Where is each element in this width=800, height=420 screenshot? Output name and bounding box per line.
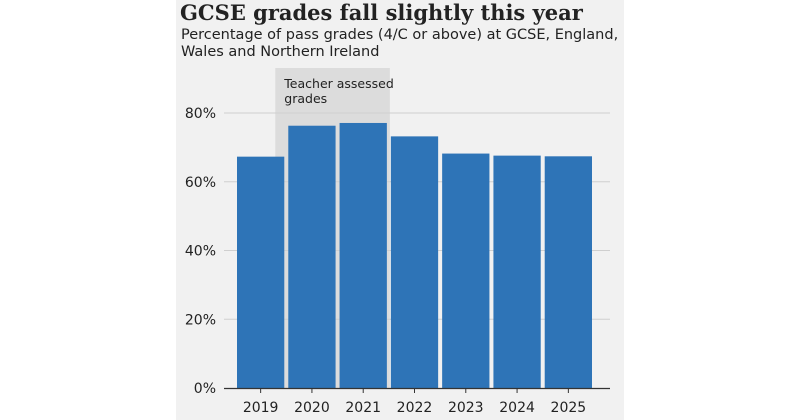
chart-subtitle: Percentage of pass grades (4/C or above)…: [181, 27, 619, 60]
bar: [339, 122, 387, 388]
y-tick-label: 80%: [185, 106, 216, 122]
annotation-text: Teacher assessed: [283, 76, 394, 91]
bar: [390, 136, 439, 388]
y-tick-label: 20%: [185, 312, 216, 328]
x-tick-label: 2021: [345, 400, 381, 416]
x-tick-label: 2024: [499, 400, 535, 416]
bar: [544, 156, 592, 388]
x-tick-label: 2025: [551, 400, 587, 416]
bar: [442, 153, 490, 388]
annotation-text: grades: [284, 91, 327, 106]
y-tick-label: 0%: [194, 381, 216, 397]
x-tick-label: 2022: [397, 400, 433, 416]
axis-layer: [224, 387, 610, 393]
bar-layer: [237, 122, 592, 388]
bar: [288, 125, 336, 388]
y-tick-label: 40%: [185, 244, 216, 260]
x-tick-label: 2019: [243, 400, 279, 416]
chart-title: GCSE grades fall slightly this year: [180, 0, 583, 25]
x-tick-label: 2023: [448, 400, 484, 416]
y-tick-label: 60%: [185, 175, 216, 191]
x-tick-label: 2020: [294, 400, 330, 416]
bar: [237, 156, 285, 388]
bar: [493, 155, 541, 388]
